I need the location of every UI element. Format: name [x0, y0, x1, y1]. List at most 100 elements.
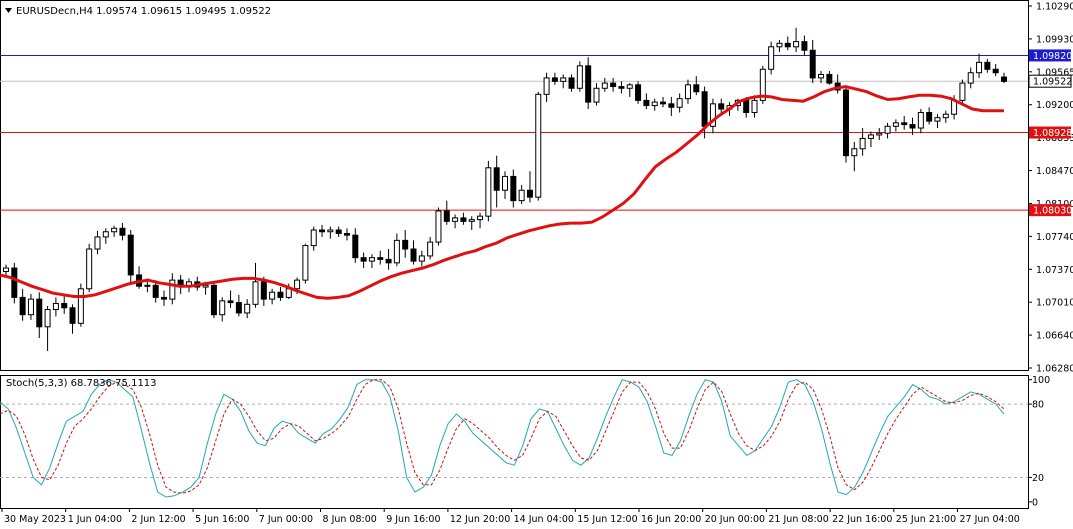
- time-tick-label: 12 Jun 20:00: [450, 514, 510, 525]
- candle: [867, 131, 874, 148]
- candle: [235, 294, 242, 317]
- candle-body-bull: [169, 279, 176, 300]
- candle: [393, 233, 400, 267]
- price-tag-label: 1.08030: [1033, 206, 1072, 217]
- candle-body-bear: [801, 41, 808, 51]
- price-tick-label: 1.10290: [1036, 2, 1073, 13]
- candle: [260, 276, 267, 307]
- chart-menu-triangle-icon[interactable]: [5, 8, 12, 13]
- candle: [418, 250, 425, 267]
- candle-body-bear: [693, 84, 700, 93]
- candle: [934, 114, 941, 129]
- candle: [668, 96, 675, 116]
- candle: [593, 83, 600, 106]
- current-price-box: [1028, 74, 1072, 88]
- time-tick-label: 25 Jun 21:00: [896, 514, 956, 525]
- candle: [718, 98, 725, 115]
- candle-body-bear: [235, 302, 242, 314]
- candle-body-bear: [377, 257, 384, 260]
- candle-body-bear: [635, 84, 642, 101]
- candle-body-bear: [984, 61, 991, 70]
- candle: [543, 72, 550, 103]
- candle: [560, 74, 567, 89]
- candle: [859, 128, 866, 156]
- candle-body-bear: [926, 111, 933, 122]
- candle: [942, 110, 949, 123]
- candle-body-bull: [709, 103, 716, 127]
- time-tick-label: 1 Jun 04:00: [68, 514, 122, 525]
- candle: [460, 212, 467, 225]
- candle: [626, 83, 633, 97]
- candle-body-bull: [576, 65, 583, 89]
- candle-body-bull: [601, 82, 608, 89]
- candle-body-bull: [52, 302, 59, 311]
- stochastic-tick-label: 0: [1032, 497, 1038, 508]
- candle-body-bull: [477, 215, 484, 221]
- candle: [926, 107, 933, 125]
- moving-average-line: [0, 85, 1004, 300]
- time-tick-label: 30 May 2023: [4, 514, 66, 525]
- candle: [343, 228, 350, 241]
- candle: [152, 280, 159, 303]
- time-tick-label: 14 Jun 04:00: [514, 514, 574, 525]
- candle: [892, 119, 899, 132]
- stochastic-axis: 100 80 20 0: [1028, 375, 1050, 508]
- time-tick-label: 22 Jun 16:00: [832, 514, 892, 525]
- price-tag-label: 1.08928: [1033, 128, 1072, 139]
- candle-body-bull: [543, 77, 550, 95]
- candle-body-bull: [518, 189, 525, 202]
- candle: [751, 95, 758, 118]
- candle-body-bear: [909, 124, 916, 129]
- price-tick-label: 1.06640: [1036, 331, 1073, 342]
- candle: [518, 185, 525, 205]
- time-tick-label: 15 Jun 12:00: [577, 514, 637, 525]
- candle-body-bull: [393, 239, 400, 264]
- candle-body-bull: [302, 245, 309, 281]
- candle-body-bear: [510, 175, 517, 202]
- candle-body-bull: [102, 231, 109, 238]
- candle: [402, 230, 409, 258]
- candle-body-bull: [593, 87, 600, 103]
- candle-body-bull: [327, 229, 334, 233]
- candle: [493, 155, 500, 208]
- candle-body-bull: [959, 82, 966, 101]
- stochastic-tick-label: 80: [1032, 400, 1044, 411]
- price-tick-label: 1.07740: [1036, 232, 1073, 243]
- candle-body-bear: [809, 49, 816, 79]
- candle-body-bull: [269, 291, 276, 300]
- candle-body-bull: [452, 217, 459, 222]
- candle: [568, 74, 575, 92]
- candle-body-bear: [551, 77, 558, 82]
- candle: [3, 264, 9, 275]
- candle-body-bear: [701, 91, 708, 127]
- candle: [452, 214, 459, 229]
- candle-body-bull: [884, 125, 891, 134]
- candle-body-bear: [901, 122, 908, 126]
- candle-body-bull: [776, 42, 783, 48]
- stochastic-tick-label: 100: [1032, 375, 1050, 386]
- horizontal-lines-layer[interactable]: [0, 54, 1028, 211]
- candle-body-bull: [310, 229, 317, 247]
- candle: [219, 297, 226, 322]
- candle-body-bull: [859, 137, 866, 150]
- price-tick-label: 1.09930: [1036, 34, 1073, 45]
- candle-body-bear: [61, 302, 68, 309]
- candle: [319, 224, 326, 237]
- candle: [759, 65, 766, 104]
- candle: [535, 91, 542, 201]
- candle-body-bull: [676, 98, 683, 108]
- candle: [119, 223, 126, 241]
- candle: [851, 141, 858, 172]
- candle-body-bear: [842, 89, 849, 157]
- candle-body-bull: [252, 281, 259, 305]
- price-tick-label: 1.07370: [1036, 265, 1073, 276]
- candle-body-bear: [493, 167, 500, 191]
- candle: [909, 117, 916, 135]
- time-tick-label: 5 Jun 16:00: [195, 514, 249, 525]
- candle: [19, 288, 26, 321]
- time-tick-label: 27 Jun 04:00: [960, 514, 1020, 525]
- candle-body-bear: [1001, 76, 1007, 82]
- candle-body-bull: [967, 72, 974, 84]
